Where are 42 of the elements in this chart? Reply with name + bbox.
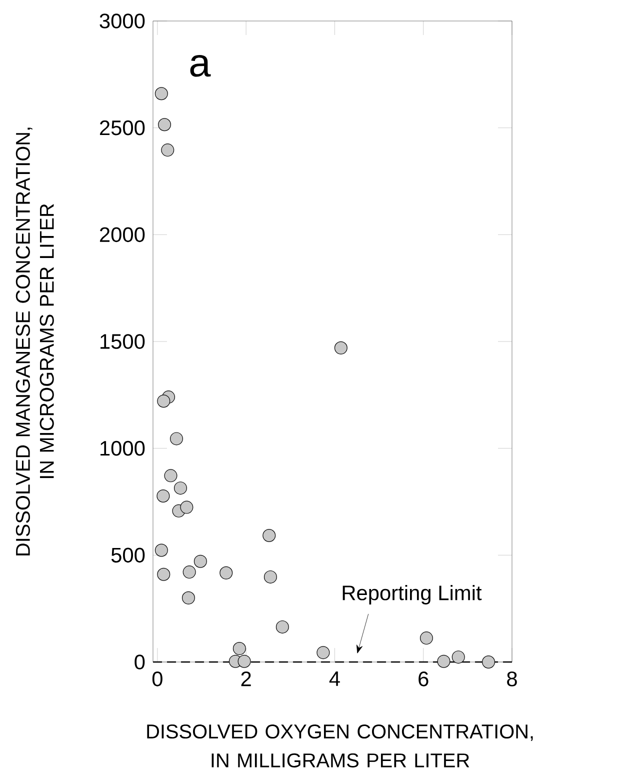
point [194,554,207,568]
ref-line-label: Reporting Limit [342,584,482,604]
y-tick-label: 1500 [100,334,145,349]
point [334,341,348,354]
point [164,469,178,482]
x-tick-label: 0 [152,672,162,686]
point [232,642,246,656]
point [238,654,251,668]
point [182,591,195,604]
point [157,568,170,581]
point [316,646,330,660]
point [262,529,276,542]
annotation: a [190,54,211,77]
point [156,489,170,502]
y-tick-label: 2500 [100,120,145,136]
point [170,432,183,446]
point [157,394,170,408]
y-axis-title: DISSOLVED MANGANESE CONCENTRATION, IN MICROGRAMS PER LITER [16,128,54,556]
x-tick-label: 2 [241,672,251,686]
point [182,566,196,579]
x-axis-title: DISSOLVED OXYGEN CONCENTRATION, IN MILLIGRAMS PER LITER [147,724,533,768]
y-tick-label: 500 [111,548,145,563]
point [180,500,194,514]
y-tick-label: 2000 [100,227,145,242]
point [276,620,289,634]
y-tick-label: 0 [134,654,145,670]
point [174,482,187,495]
x-tick-label: 4 [329,672,340,686]
point [437,654,450,668]
y-tick-label: 1000 [100,440,145,456]
point [158,118,172,132]
x-tick-label: 6 [418,672,428,686]
point [220,566,233,580]
point [161,144,174,157]
point [154,87,168,100]
x-tick-label: 8 [507,672,517,686]
point [420,632,433,645]
point [482,655,496,668]
point [264,570,277,584]
y-tick-label: 3000 [100,14,145,28]
point [154,544,168,557]
point [452,650,465,664]
